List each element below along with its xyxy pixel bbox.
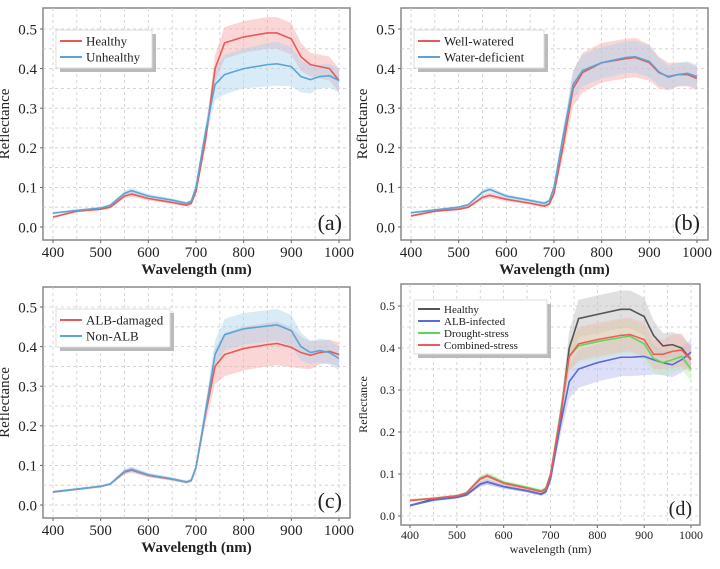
y-tick-label: 0.5 <box>18 300 37 316</box>
y-tick-label: 0.3 <box>380 383 395 397</box>
x-tick-label: 700 <box>185 523 208 539</box>
series-line-non-alb <box>52 323 340 493</box>
x-tick-label: 800 <box>232 245 255 261</box>
y-tick-label: 0.2 <box>18 141 37 157</box>
x-tick-label: 500 <box>448 528 466 542</box>
x-axis-label: Wavelength (nm) <box>141 262 251 278</box>
x-tick-label: 600 <box>137 523 160 539</box>
x-tick-label: 700 <box>185 245 208 261</box>
y-tick-label: 0.3 <box>376 101 395 117</box>
panel-b: 400 500 600 700 800 900 1000 0.0 0.1 0.2 0.3 0.4 0.5… <box>355 7 712 278</box>
legend-label: ALB-infected <box>444 316 506 328</box>
x-tick-label: 400 <box>400 245 423 261</box>
legend-box <box>55 308 171 348</box>
panel-label: (b) <box>674 210 700 235</box>
y-tick-label: 0.4 <box>380 341 395 355</box>
x-tick-label: 600 <box>495 528 513 542</box>
panel-label: (d) <box>669 498 692 520</box>
legend-label: Healthy <box>444 304 479 316</box>
y-axis-label: Reflectance <box>0 367 13 438</box>
y-tick-label: 0.1 <box>18 181 37 197</box>
y-axis-label: Reflectance <box>0 88 13 159</box>
legend-label: Well-watered <box>444 34 514 49</box>
y-tick-label: 0.0 <box>18 498 37 514</box>
x-tick-label: 1000 <box>324 523 354 539</box>
panel-label: (c) <box>318 488 342 513</box>
x-axis-label: Wavelength (nm) <box>499 262 609 278</box>
panel-c: 400 500 600 700 800 900 1000 0.0 0.1 0.2 0.3 0.4 0.5… <box>0 286 354 556</box>
x-tick-label: 500 <box>89 523 112 539</box>
x-tick-label: 600 <box>495 245 518 261</box>
x-tick-label: 800 <box>232 523 255 539</box>
y-tick-label: 0.0 <box>376 220 395 236</box>
legend-label: Combined-stress <box>444 340 518 352</box>
x-tick-label: 400 <box>42 245 65 261</box>
x-tick-label: 800 <box>588 528 606 542</box>
x-tick-label: 400 <box>401 528 419 542</box>
legend-label: Water-deficient <box>444 50 525 65</box>
x-tick-label: 500 <box>447 245 470 261</box>
x-tick-label: 400 <box>42 523 65 539</box>
panel-d: 400 500 600 700 800 900 1000 0.0 0.1 0.2 0.3 0.4 0.5… <box>356 283 703 556</box>
y-tick-label: 0.1 <box>18 459 37 475</box>
legend-label: ALB-damaged <box>86 313 164 328</box>
y-axis-label: Reflectance <box>355 88 371 159</box>
legend-box <box>413 29 545 69</box>
band-unhealthy <box>53 42 339 215</box>
x-tick-label: 900 <box>280 245 303 261</box>
series-line-combined-stress <box>409 333 692 502</box>
x-tick-label: 700 <box>542 528 560 542</box>
y-tick-label: 0.5 <box>376 22 395 38</box>
x-tick-label: 900 <box>280 523 303 539</box>
y-tick-label: 0.1 <box>380 467 395 481</box>
series-line-water-deficient <box>410 55 698 214</box>
y-tick-label: 0.4 <box>18 340 37 356</box>
x-axis-label: wavelength (nm) <box>510 542 592 556</box>
x-axis-label: Wavelength (nm) <box>141 540 251 556</box>
y-tick-label: 0.2 <box>18 419 37 435</box>
y-tick-label: 0.0 <box>380 509 395 523</box>
y-tick-label: 0.5 <box>18 22 37 38</box>
y-tick-label: 0.1 <box>376 181 395 197</box>
y-tick-label: 0.3 <box>18 101 37 117</box>
x-tick-label: 900 <box>635 528 653 542</box>
x-tick-label: 600 <box>137 245 160 261</box>
y-tick-label: 0.2 <box>376 141 395 157</box>
legend-label: Unhealthy <box>86 50 141 65</box>
panel-a: 400 500 600 700 800 900 1000 0.0 0.1 0.2 0.3 0.4 0.5… <box>0 7 354 278</box>
legend-label: Non-ALB <box>86 329 139 344</box>
series-line-unhealthy <box>52 63 340 214</box>
series-line-healthy <box>52 32 340 218</box>
legend-box <box>55 29 153 69</box>
panel-label: (a) <box>318 210 342 235</box>
y-tick-label: 0.2 <box>380 425 395 439</box>
x-tick-label: 500 <box>89 245 112 261</box>
y-tick-label: 0.5 <box>380 299 395 313</box>
x-tick-label: 1000 <box>679 528 703 542</box>
x-tick-label: 1000 <box>682 245 712 261</box>
x-tick-label: 900 <box>638 245 661 261</box>
y-tick-label: 0.0 <box>18 220 37 236</box>
legend-label: Healthy <box>86 34 128 49</box>
x-tick-label: 1000 <box>324 245 354 261</box>
x-tick-label: 700 <box>543 245 566 261</box>
y-tick-label: 0.3 <box>18 379 37 395</box>
x-tick-label: 800 <box>590 245 613 261</box>
band-alb-damaged <box>53 321 339 494</box>
y-tick-label: 0.4 <box>18 62 37 78</box>
legend-label: Drought-stress <box>444 328 509 340</box>
y-tick-label: 0.4 <box>376 62 395 78</box>
y-axis-label: Reflectance <box>356 376 370 433</box>
